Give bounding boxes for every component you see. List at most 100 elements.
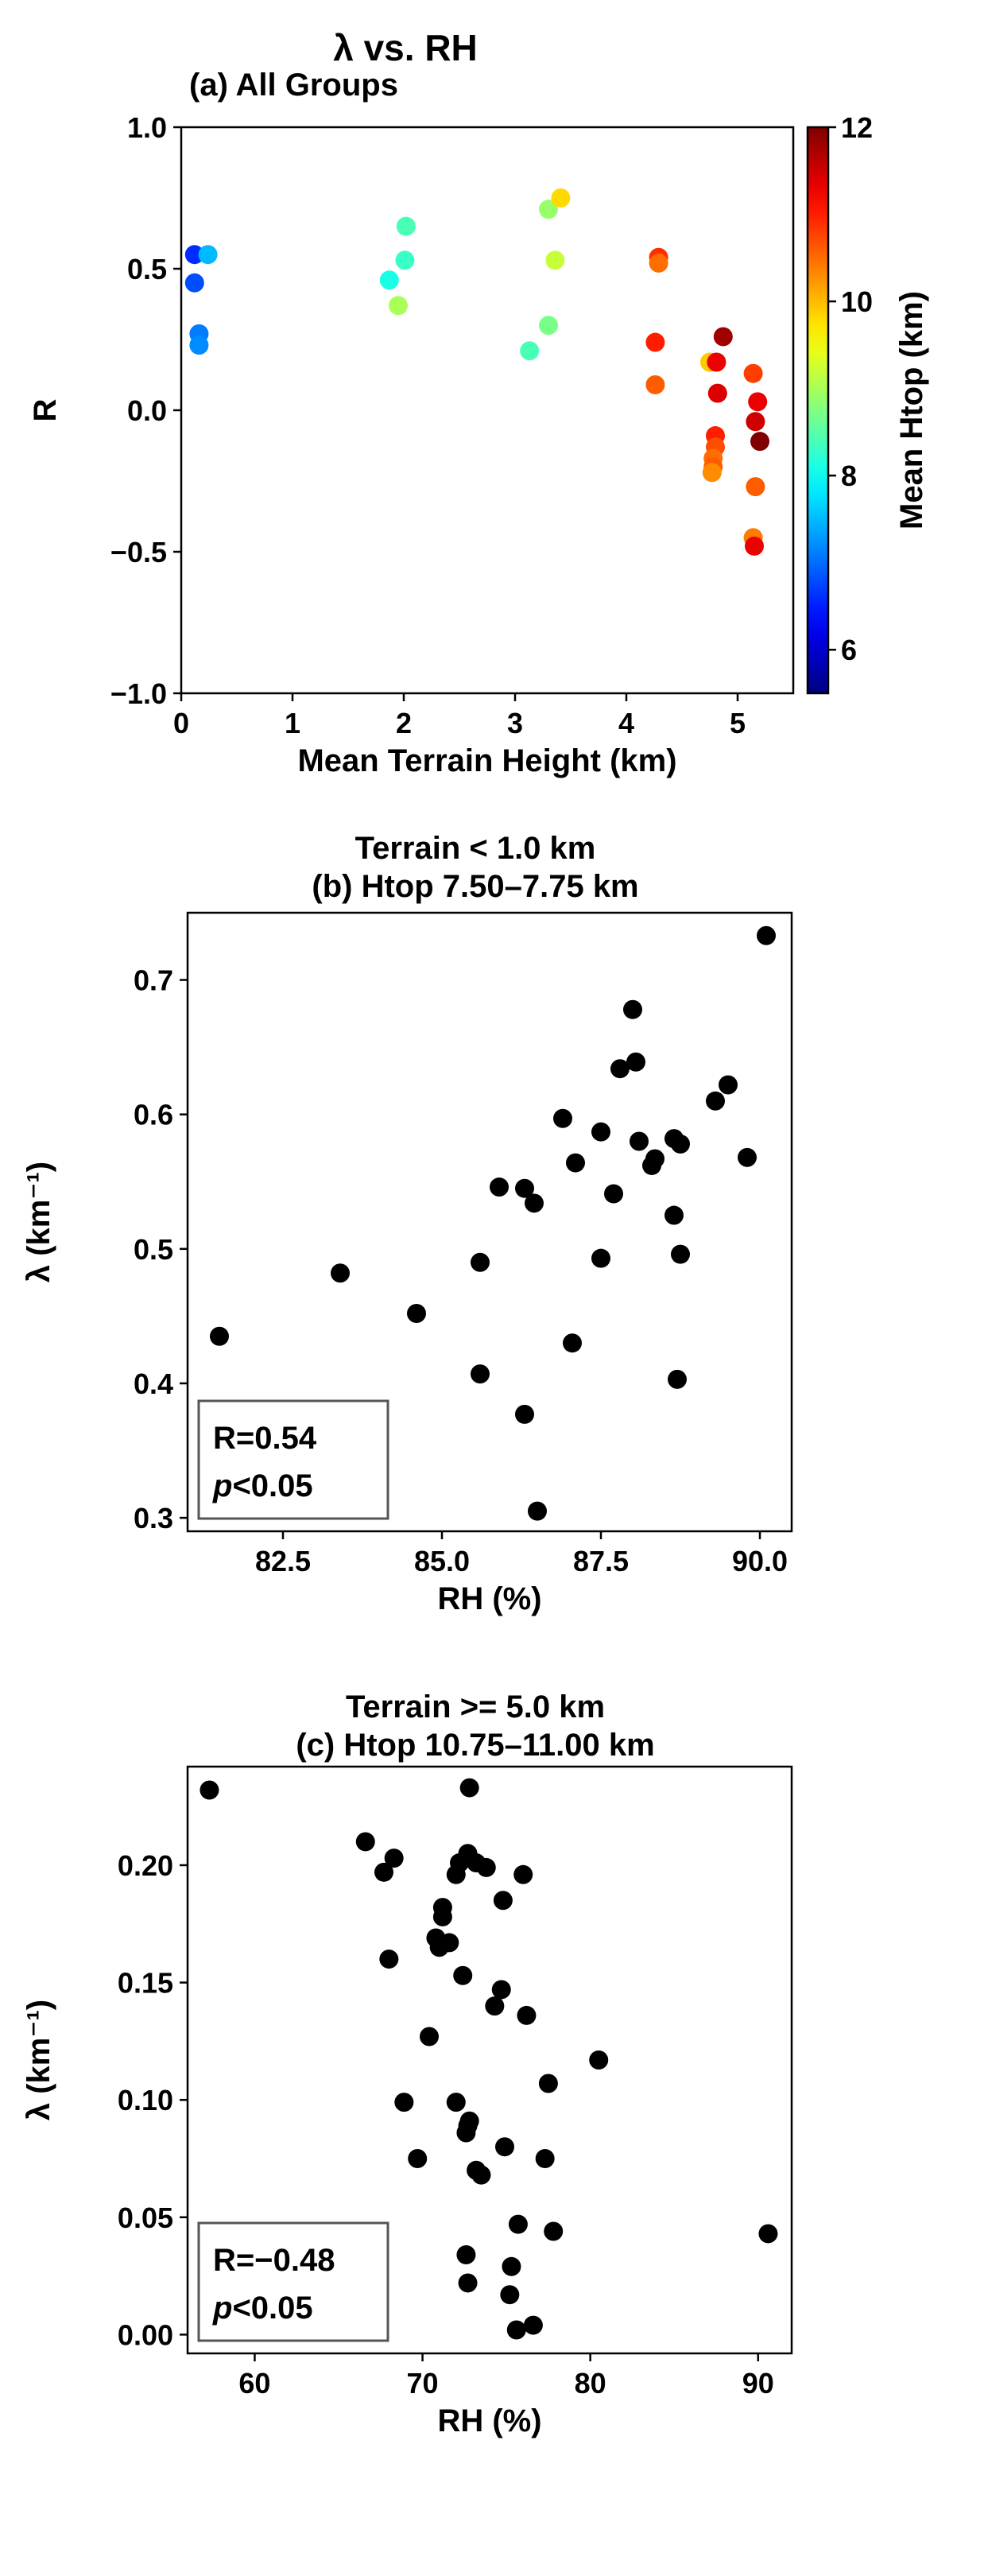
panel-b-data-point	[553, 1108, 572, 1128]
panel-c-data-point	[459, 1778, 479, 1798]
panel-b-ytick-label: 0.6	[134, 1099, 173, 1131]
panel-b-frame	[186, 911, 793, 1533]
panel-a-data-point	[645, 332, 665, 352]
colorbar-tick-label: 8	[841, 460, 857, 492]
panel-a-data-point	[545, 250, 565, 270]
panel-b-data-point	[668, 1369, 687, 1389]
colorbar-frame	[806, 126, 830, 695]
panel-c-data-point	[517, 2005, 537, 2025]
panel-a-data-point	[198, 245, 218, 265]
panel-a-data-point	[745, 536, 764, 556]
panel-b-data-point	[566, 1153, 585, 1173]
panel-b-data-point	[525, 1193, 544, 1213]
panel-c-data-point	[538, 2074, 558, 2093]
panel-b-data-point	[563, 1333, 582, 1353]
panel-c-data-point	[453, 1965, 473, 1985]
panel-a-data-point	[379, 270, 399, 290]
panel-c-data-point	[495, 2137, 514, 2157]
panel-a-ytick-label: 0.0	[127, 394, 167, 427]
panel-c-data-point	[513, 1864, 533, 1884]
panel-c-frame	[186, 1765, 793, 2355]
panel-c-xtick-label: 80	[575, 2367, 606, 2399]
panel-b-data-point	[490, 1177, 509, 1197]
panel-a-data-point	[645, 374, 665, 394]
panel-c-ytick-label: 0.05	[118, 2202, 173, 2234]
panel-c-data-point	[493, 1891, 513, 1911]
panel-c-data-point	[446, 2093, 466, 2112]
panel-c-data-point	[508, 2214, 528, 2234]
panel-a-ytick-label: 0.5	[127, 253, 167, 285]
panel-a-xtick-label: 5	[730, 707, 746, 739]
panel-b-ytick-label: 0.5	[134, 1233, 173, 1266]
panel-a-data-point	[520, 341, 540, 361]
panel-b-ytick-label: 0.4	[134, 1368, 173, 1400]
panel-a-ytick-label: −0.5	[110, 536, 167, 568]
panel-a-ytick-label: −1.0	[110, 677, 167, 710]
panel-c-data-point	[544, 2221, 564, 2241]
panel-a-ylabel: R	[28, 398, 63, 421]
panel-a-ytick-label: 1.0	[127, 111, 167, 144]
panel-c-data-point	[440, 1933, 459, 1953]
panel-b-xtick-label: 85.0	[414, 1545, 470, 1577]
panel-b-data-point	[210, 1326, 229, 1346]
panel-b-data-point	[630, 1131, 649, 1151]
panel-b-data-point	[407, 1304, 426, 1324]
panel-a-data-point	[539, 316, 558, 336]
panel-a-data-point	[748, 392, 768, 412]
panel-c-title-line-2: (c) Htop 10.75–11.00 km	[296, 1728, 654, 1763]
panel-a-data-point	[707, 383, 727, 403]
panel-b-stats-box	[197, 1399, 389, 1520]
panel-b-title-line-1: Terrain < 1.0 km	[355, 831, 596, 866]
panel-a-xtick-label: 2	[396, 707, 412, 739]
panel-c-xlabel: RH (%)	[437, 2403, 541, 2438]
panel-c-stats-box	[197, 2221, 389, 2342]
panel-b-data-point	[604, 1184, 623, 1204]
panel-b-data-point	[664, 1205, 684, 1225]
panel-c-data-point	[432, 1898, 452, 1918]
panel-b-data-point	[626, 1052, 645, 1072]
panel-b-data-point	[515, 1404, 534, 1424]
panel-b-data-point	[719, 1075, 738, 1095]
panel-c-r-value: R=−0.48	[213, 2243, 335, 2278]
panel-c-ylabel: λ (km⁻¹)	[21, 2000, 56, 2120]
panel-a-xtick-label: 1	[285, 707, 300, 739]
panel-a-data-point	[649, 253, 668, 273]
panel-a-title-line-1: (a) All Groups	[189, 68, 398, 103]
panel-b-xtick-label: 82.5	[255, 1545, 311, 1577]
panel-c-data-point	[456, 2245, 476, 2265]
panel-b-r-value: R=0.54	[213, 1421, 317, 1456]
panel-b-data-point	[591, 1122, 610, 1142]
colorbar-tick-label: 12	[841, 111, 873, 144]
panel-b-data-point	[331, 1263, 350, 1283]
panel-c-data-point	[589, 2050, 609, 2070]
panel-c-data-point	[535, 2148, 555, 2168]
panel-c-data-point	[408, 2148, 428, 2168]
panel-a-data-point	[184, 245, 204, 265]
panel-a-data-point	[713, 327, 733, 347]
panel-c-data-point	[394, 2093, 414, 2112]
panel-c-data-point	[758, 2224, 778, 2244]
panel-c-data-point	[384, 1849, 404, 1868]
panel-c-data-point	[355, 1832, 375, 1852]
panel-b-data-point	[528, 1501, 547, 1521]
panel-b-data-point	[591, 1248, 610, 1268]
panel-c-xtick-label: 70	[407, 2367, 439, 2399]
panel-c-ytick-label: 0.15	[118, 1967, 173, 2000]
panel-c-data-point	[200, 1780, 219, 1800]
panel-c-ytick-label: 0.00	[118, 2318, 173, 2351]
panel-a-data-point	[396, 216, 416, 236]
panel-c-data-point	[506, 2320, 526, 2340]
panel-c-data-point	[476, 1857, 496, 1877]
panel-c-data-point	[502, 2256, 521, 2276]
panel-c-xtick-label: 60	[238, 2367, 270, 2399]
panel-b-data-point	[471, 1252, 490, 1272]
panel-b-data-point	[671, 1134, 690, 1154]
panel-b-ytick-label: 0.3	[134, 1502, 173, 1534]
panel-a-data-point	[750, 432, 769, 452]
panel-b-title-line-2: (b) Htop 7.50–7.75 km	[312, 869, 638, 904]
panel-a-xtick-label: 0	[173, 707, 189, 739]
panel-c-data-point	[471, 2165, 491, 2185]
panel-a-data-point	[389, 296, 408, 316]
panel-c-data-point	[491, 1980, 511, 2000]
